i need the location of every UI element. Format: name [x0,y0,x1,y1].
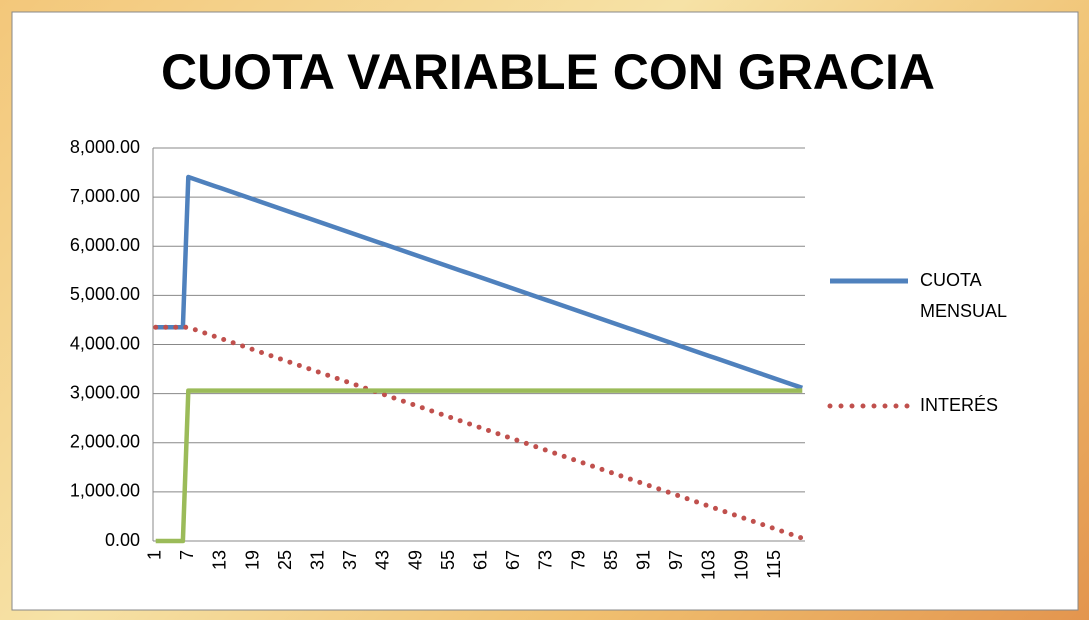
chart-area [11,11,1079,611]
chart-title: CUOTA VARIABLE CON GRACIA [161,44,935,100]
y-tick-label: 0.00 [105,530,140,550]
x-tick-label: 73 [536,550,556,570]
y-tick-label: 1,000.00 [70,481,140,501]
x-tick-label: 37 [340,550,360,570]
x-tick-label: 109 [731,550,751,580]
x-tick-label: 91 [633,550,653,570]
x-tick-label: 43 [373,550,393,570]
x-tick-label: 61 [470,550,490,570]
x-tick-label: 67 [503,550,523,570]
x-tick-label: 19 [242,550,262,570]
legend-label: CUOTA MENSUAL [920,270,1007,321]
x-tick-label: 85 [601,550,621,570]
x-tick-label: 7 [177,550,197,560]
x-tick-label: 31 [307,550,327,570]
y-tick-label: 2,000.00 [70,432,140,452]
x-tick-label: 103 [699,550,719,580]
y-tick-label: 4,000.00 [70,333,140,353]
x-tick-label: 49 [405,550,425,570]
y-tick-label: 5,000.00 [70,284,140,304]
data-line [153,324,805,541]
x-tick-label: 1 [144,550,164,560]
data-line [155,174,804,391]
y-tick-label: 3,000.00 [70,382,140,402]
x-tick-label: 79 [568,550,588,570]
x-tick-label: 55 [438,550,458,570]
y-tick-label: 6,000.00 [70,235,140,255]
x-tick-label: 97 [666,550,686,570]
data-line [155,388,803,544]
legend-label: INTERÉS [920,395,998,415]
x-tick-label: 115 [764,550,784,579]
x-tick-label: 25 [275,550,295,570]
y-tick-label: 8,000.00 [70,137,140,157]
x-tick-label: 13 [210,550,230,570]
y-tick-label: 7,000.00 [70,186,140,206]
